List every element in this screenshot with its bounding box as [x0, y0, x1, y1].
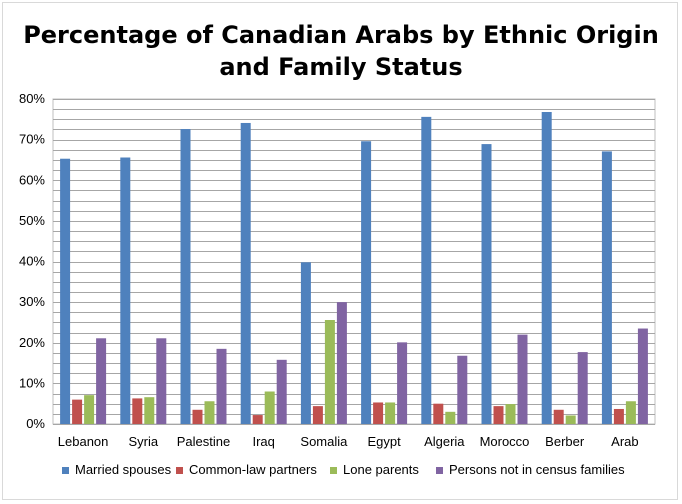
- chart-title-line-2: and Family Status: [219, 53, 463, 81]
- bar: [565, 415, 576, 424]
- legend-swatch: [176, 467, 183, 474]
- x-tick-label: Palestine: [177, 434, 230, 449]
- bar: [361, 141, 372, 424]
- bar: [457, 355, 468, 424]
- x-tick-label: Somalia: [300, 434, 348, 449]
- bar: [204, 401, 215, 424]
- bar: [132, 398, 143, 424]
- bar: [433, 403, 444, 424]
- bar: [541, 112, 552, 424]
- bar: [156, 338, 167, 424]
- x-tick-label: Lebanon: [58, 434, 109, 449]
- y-tick-label: 20%: [19, 335, 45, 350]
- bar: [72, 399, 83, 424]
- bar: [613, 408, 624, 424]
- y-tick-label: 0%: [26, 416, 45, 431]
- bar: [481, 144, 492, 424]
- bar: [445, 411, 456, 424]
- bar: [385, 402, 396, 424]
- bar: [517, 334, 528, 424]
- bar: [637, 328, 648, 424]
- bar: [336, 302, 347, 424]
- x-tick-label: Morocco: [480, 434, 530, 449]
- bar: [192, 409, 203, 424]
- y-tick-label: 70%: [19, 132, 45, 147]
- chart-title: Percentage of Canadian Arabs by Ethnic O…: [3, 19, 679, 83]
- bar: [96, 338, 107, 424]
- x-tick-label: Iraq: [252, 434, 274, 449]
- x-tick-label: Berber: [545, 434, 585, 449]
- bar: [240, 122, 251, 424]
- x-tick-label: Egypt: [367, 434, 401, 449]
- bar: [505, 404, 516, 424]
- bar: [421, 116, 432, 424]
- bar: [180, 129, 191, 424]
- plot-area: [52, 98, 656, 425]
- bar: [625, 401, 636, 424]
- bar: [601, 151, 612, 424]
- bar: [252, 415, 263, 424]
- x-tick-label: Arab: [611, 434, 638, 449]
- x-tick-label: Algeria: [424, 434, 465, 449]
- chart-title-line-1: Percentage of Canadian Arabs by Ethnic O…: [23, 21, 659, 49]
- bar: [553, 409, 564, 424]
- legend-label: Lone parents: [343, 462, 419, 477]
- legend-label: Married spouses: [75, 462, 172, 477]
- y-tick-label: 10%: [19, 375, 45, 390]
- y-tick-label: 80%: [19, 91, 45, 106]
- legend-label: Persons not in census families: [449, 462, 625, 477]
- legend-swatch: [330, 467, 337, 474]
- bar: [144, 397, 155, 424]
- bar: [264, 391, 275, 424]
- y-tick-label: 30%: [19, 294, 45, 309]
- bar: [60, 158, 71, 424]
- y-tick-label: 60%: [19, 172, 45, 187]
- legend-label: Common-law partners: [189, 462, 317, 477]
- bar: [373, 402, 384, 424]
- bar: [276, 359, 287, 424]
- legend-swatch: [436, 467, 443, 474]
- bar: [216, 348, 227, 424]
- y-tick-label: 50%: [19, 213, 45, 228]
- legend-swatch: [62, 467, 69, 474]
- bar: [120, 157, 131, 424]
- bar: [493, 406, 504, 424]
- y-tick-label: 40%: [19, 254, 45, 269]
- bar: [312, 406, 323, 424]
- bar: [397, 342, 408, 424]
- bar: [577, 352, 588, 424]
- bar: [300, 262, 311, 424]
- bar: [324, 320, 335, 424]
- x-tick-label: Syria: [128, 434, 158, 449]
- bar: [84, 395, 95, 424]
